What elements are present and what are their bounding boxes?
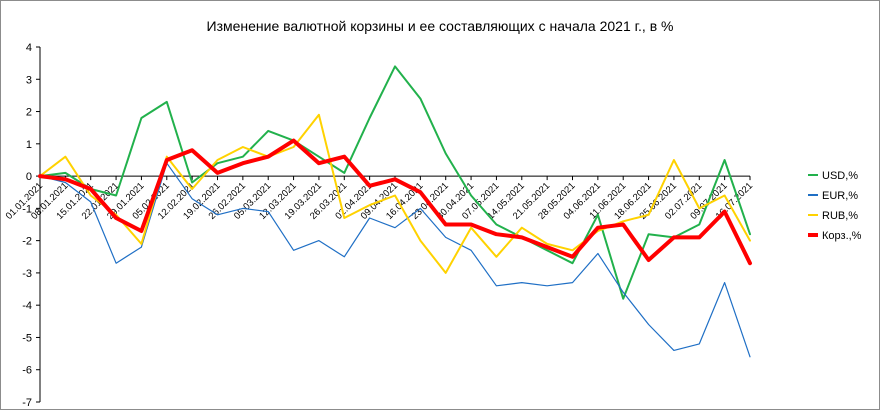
y-tick-label: 1 xyxy=(26,139,32,151)
y-tick-label: 4 xyxy=(26,42,32,54)
y-tick-label: -5 xyxy=(22,332,32,344)
y-tick-label: -6 xyxy=(22,365,32,377)
y-tick-label: -4 xyxy=(22,300,32,312)
legend-label-2: RUB,% xyxy=(822,210,858,222)
y-tick-label: 0 xyxy=(26,171,32,183)
series-line-3 xyxy=(38,138,752,266)
y-tick-label: 2 xyxy=(26,107,32,119)
legend-label-0: USD,% xyxy=(822,170,858,182)
y-tick-label: 3 xyxy=(26,74,32,86)
y-tick-label: -2 xyxy=(22,236,32,248)
legend-label-1: EUR,% xyxy=(822,190,858,202)
chart-title: Изменение валютной корзины и ее составля… xyxy=(206,18,674,34)
series-line-0 xyxy=(39,65,751,300)
y-tick-label: -7 xyxy=(22,397,32,409)
series-line-1 xyxy=(39,162,751,358)
y-tick-label: -3 xyxy=(22,268,32,280)
y-tick-label: -1 xyxy=(22,203,32,215)
legend-label-3: Корз.,% xyxy=(822,230,862,242)
